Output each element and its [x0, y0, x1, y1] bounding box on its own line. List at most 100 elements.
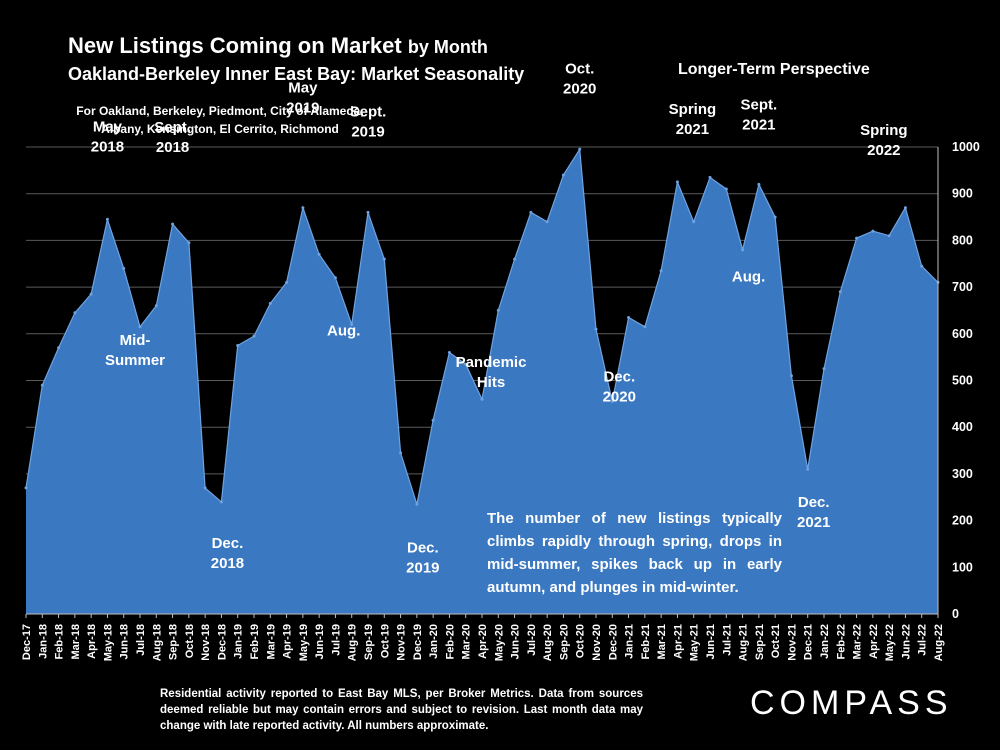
- data-point: [122, 266, 126, 270]
- data-point: [236, 344, 240, 347]
- data-point: [692, 220, 696, 224]
- annotation-label: Oct.: [565, 60, 594, 77]
- data-point: [757, 182, 761, 186]
- annotation-label: 2022: [867, 142, 900, 159]
- x-tick-label: Feb-22: [835, 624, 847, 659]
- data-point: [773, 215, 777, 219]
- data-point: [627, 316, 631, 319]
- areas-line-1: For Oakland, Berkeley, Piedmont, City of…: [76, 104, 364, 118]
- data-point: [806, 467, 810, 471]
- x-tick-label: Jul-21: [721, 624, 733, 656]
- annotation-label: May: [288, 80, 318, 97]
- data-point: [545, 220, 549, 224]
- data-point: [724, 187, 728, 191]
- annotation-label: Sept.: [741, 96, 778, 113]
- x-tick-label: Feb-20: [444, 624, 456, 659]
- x-tick-label: Jun-20: [510, 624, 522, 659]
- y-tick-label: 200: [952, 514, 973, 528]
- source-footnote: Residential activity reported to East Ba…: [160, 688, 643, 732]
- x-tick-label: May-19: [298, 624, 310, 661]
- annotation-label: Aug.: [732, 269, 765, 286]
- data-point: [382, 257, 386, 261]
- x-tick-label: Aug-21: [738, 624, 750, 661]
- x-tick-label: Jul-19: [330, 624, 342, 656]
- x-tick-label: Sep-19: [363, 624, 375, 660]
- data-point: [920, 264, 924, 268]
- data-point: [643, 325, 647, 329]
- annotation-label: 2019: [406, 559, 439, 576]
- y-tick-label: 0: [952, 607, 959, 621]
- y-tick-label: 900: [952, 187, 973, 201]
- annotation-label: 2018: [211, 555, 244, 572]
- x-tick-label: Dec-19: [412, 624, 424, 660]
- x-tick-label: Oct-18: [184, 624, 196, 658]
- x-tick-label: Jun-18: [119, 624, 131, 659]
- x-tick-label: Jun-22: [900, 624, 912, 659]
- data-point: [203, 486, 207, 490]
- x-tick-label: Apr-20: [477, 624, 489, 659]
- y-tick-label: 300: [952, 467, 973, 481]
- data-point: [464, 362, 468, 366]
- data-point: [431, 418, 435, 422]
- data-point: [675, 180, 679, 184]
- annotation-label: 2020: [563, 80, 596, 97]
- annotation-label: Summer: [105, 352, 165, 369]
- data-point: [138, 325, 142, 329]
- data-point: [887, 234, 891, 238]
- x-tick-label: Oct-21: [770, 624, 782, 658]
- annotation-label: 2021: [797, 514, 830, 531]
- data-point: [855, 236, 859, 240]
- data-point: [480, 397, 484, 401]
- data-point: [73, 311, 77, 315]
- x-tick-label: Nov-21: [786, 624, 798, 661]
- data-point: [171, 222, 175, 226]
- x-tick-label: Apr-22: [868, 624, 880, 659]
- explanatory-note: The number of new listings typically cli…: [487, 510, 782, 596]
- title-suffix: by Month: [407, 37, 488, 57]
- x-tick-label: Aug-22: [933, 624, 945, 661]
- data-point: [350, 323, 354, 326]
- annotation-label: Spring: [860, 122, 908, 139]
- data-point: [252, 334, 256, 338]
- x-tick-label: Apr-18: [86, 624, 98, 659]
- x-tick-label: May-20: [493, 624, 505, 661]
- data-point: [57, 346, 61, 350]
- data-point: [219, 500, 223, 504]
- annotation-label: 2019: [351, 123, 384, 140]
- annotation-label: Hits: [477, 374, 505, 391]
- data-point: [513, 257, 517, 261]
- annotation-label: 2020: [603, 389, 636, 406]
- x-tick-label: May-22: [884, 624, 896, 661]
- x-tick-label: May-18: [102, 624, 114, 661]
- data-point: [333, 276, 337, 280]
- data-point: [301, 206, 305, 210]
- annotation-label: 2018: [91, 138, 124, 155]
- x-tick-label: Oct-20: [575, 624, 587, 658]
- x-tick-label: Jul-20: [526, 624, 538, 656]
- x-tick-label: Jan-22: [819, 624, 831, 659]
- compass-logo: COMPASS: [750, 684, 953, 722]
- data-point: [89, 292, 93, 296]
- annotation-label: Pandemic: [456, 354, 527, 371]
- data-point: [154, 304, 158, 308]
- x-tick-label: Feb-19: [249, 624, 261, 659]
- x-tick-label: Mar-21: [656, 624, 668, 659]
- x-tick-label: Nov-18: [200, 624, 212, 661]
- x-tick-label: Mar-22: [852, 624, 864, 659]
- x-tick-label: Dec-17: [21, 624, 33, 660]
- y-tick-label: 800: [952, 233, 973, 247]
- data-point: [399, 451, 403, 455]
- data-point: [105, 217, 109, 221]
- data-point: [268, 301, 272, 305]
- x-tick-label: Sep-21: [754, 624, 766, 660]
- x-tick-label: Jul-22: [917, 624, 929, 656]
- data-point: [871, 229, 875, 233]
- x-tick-label: Sep-20: [558, 624, 570, 660]
- chart-title: New Listings Coming on Market by Month: [68, 33, 488, 59]
- perspective-label: Longer-Term Perspective: [678, 61, 870, 78]
- x-tick-label: Aug-19: [347, 624, 359, 661]
- annotation-label: Dec.: [798, 494, 830, 511]
- annotation-label: May: [93, 118, 123, 135]
- annotation-label: 2019: [286, 100, 319, 117]
